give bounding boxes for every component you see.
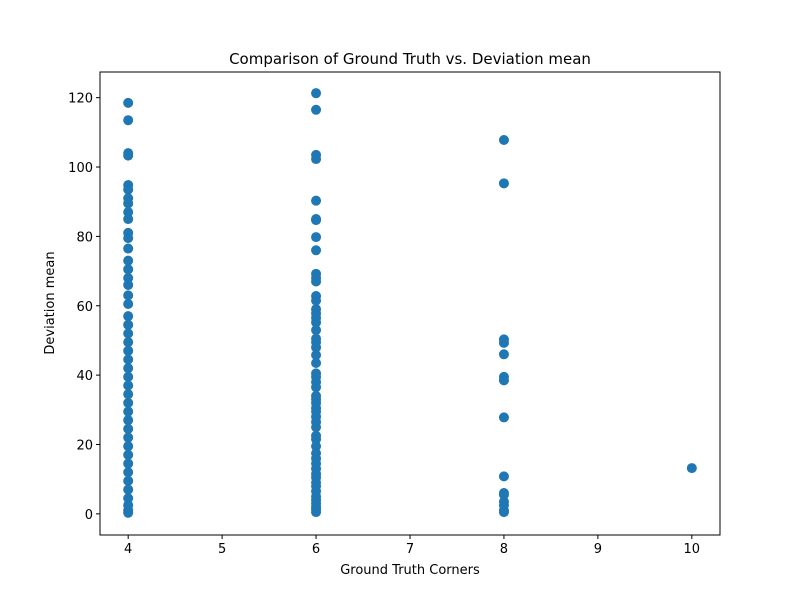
x-tick-label: 4 [124,542,132,557]
axes-frame [99,71,721,536]
point [123,484,134,495]
point [311,350,322,361]
y-tick-label: 20 [76,438,93,453]
point [123,279,134,290]
y-tick-label: 60 [76,300,93,315]
y-tick-label: 120 [68,92,93,107]
point [498,349,509,360]
point [123,380,134,391]
point [498,489,509,500]
point [123,354,134,365]
point [311,317,322,328]
point [498,507,509,518]
point [123,184,134,195]
point [123,214,134,225]
point [498,375,509,386]
point [498,337,509,348]
point [123,150,134,161]
x-tick-label: 7 [406,542,414,557]
y-tick-label: 40 [76,369,93,384]
point [123,255,134,266]
point [311,434,322,445]
point [311,507,322,518]
point [123,207,134,218]
point [123,319,134,330]
point [123,397,134,408]
point [498,471,509,482]
point [311,295,322,306]
point [311,195,322,206]
chart-title: Comparison of Ground Truth vs. Deviation… [229,50,591,68]
point [123,423,134,434]
point [311,154,322,165]
point [311,215,322,226]
point [123,233,134,244]
point [311,441,322,452]
point [498,412,509,423]
y-tick-label: 0 [85,508,93,523]
point [123,363,134,374]
point [123,389,134,400]
point [123,115,134,126]
point [311,104,322,115]
point [123,493,134,504]
point [123,273,134,284]
point [123,290,134,301]
point [123,406,134,417]
point [311,422,322,433]
x-tick-label: 9 [594,542,602,557]
point [123,299,134,310]
x-axis-label: Ground Truth Corners [340,563,480,578]
x-tick-label: 10 [684,542,701,557]
point [311,276,322,287]
x-tick-label: 5 [218,542,226,557]
x-tick-label: 6 [312,542,320,557]
point [686,463,697,474]
y-tick-label: 80 [76,230,93,245]
point [311,88,322,99]
point [123,415,134,426]
point [123,337,134,348]
x-tick-label: 8 [500,542,508,557]
point [123,507,134,518]
point [123,243,134,254]
point [123,345,134,356]
point [311,382,322,393]
point [123,449,134,460]
point [123,328,134,339]
point [498,134,509,145]
point [311,342,322,353]
point [123,97,134,108]
point [123,475,134,486]
point [311,245,322,256]
point [123,198,134,209]
point [498,178,509,189]
y-axis-label: Deviation mean [43,251,58,354]
point [123,371,134,382]
point [123,432,134,443]
point [311,325,322,336]
point [123,467,134,478]
point [311,232,322,243]
point [123,311,134,322]
y-tick-label: 100 [68,161,93,176]
point [311,357,322,368]
point [123,264,134,275]
point [123,441,134,452]
point [123,458,134,469]
